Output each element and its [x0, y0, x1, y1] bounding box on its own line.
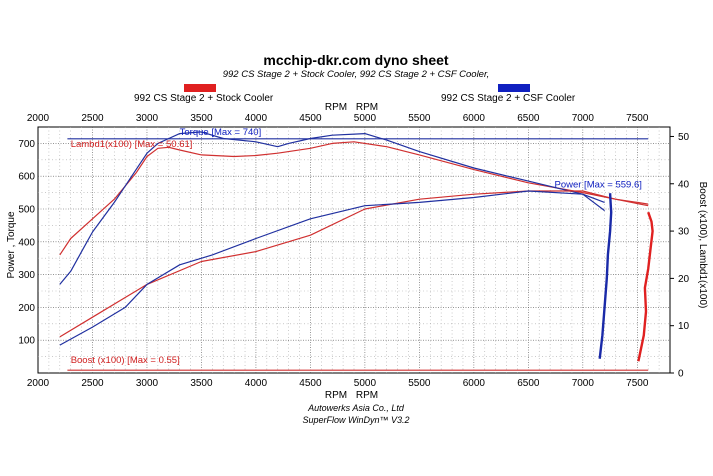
x-tick-label-bottom: 3500 — [190, 378, 213, 389]
x-tick-label-bottom: 2000 — [27, 378, 50, 389]
x-tick-label-top: 5500 — [408, 113, 431, 124]
y-tick-label-left: 200 — [18, 303, 35, 314]
footer-software: SuperFlow WinDyn™ V3.2 — [303, 415, 410, 425]
series-line-4 — [598, 193, 613, 359]
legend-label-red: 992 CS Stage 2 + Stock Cooler — [134, 93, 274, 104]
chart-title: mcchip-dkr.com dyno sheet — [263, 52, 448, 68]
legend-swatch-blue — [498, 84, 530, 92]
x-tick-label-top: 3000 — [136, 113, 159, 124]
y-tick-label-left: 400 — [18, 237, 35, 248]
y-tick-label-right: 20 — [678, 274, 690, 285]
x-axis-title-bottom-2: RPM — [356, 390, 378, 401]
x-tick-label-top: 2000 — [27, 113, 50, 124]
x-tick-label-bottom: 7000 — [572, 378, 595, 389]
x-tick-label-bottom: 4000 — [245, 378, 268, 389]
x-axis-title-top-2: RPM — [356, 102, 378, 113]
series-line-1 — [59, 131, 605, 285]
y-tick-label-right: 40 — [678, 179, 690, 190]
series-line-0 — [59, 141, 649, 256]
plot-area: 100 200 300 400 500 600 700 0 10 20 30 40 50 Torque [… — [18, 126, 690, 380]
y-tick-label-right: 10 — [678, 321, 690, 332]
y-tick-label-left: 600 — [18, 172, 35, 183]
x-axis-title-top-1: RPM — [325, 102, 347, 113]
x-tick-label-top: 7000 — [572, 113, 595, 124]
y-tick-label-right: 30 — [678, 227, 690, 238]
legend-swatch-red — [184, 84, 216, 92]
x-tick-label-bottom: 2500 — [81, 378, 104, 389]
x-tick-label-bottom: 6000 — [463, 378, 486, 389]
legend-label-blue: 992 CS Stage 2 + CSF Cooler — [441, 93, 576, 104]
x-tick-label-top: 7500 — [626, 113, 649, 124]
y-axis-label-right: Boost (x100), Lambd1(x100) — [697, 182, 708, 309]
footer-company: Autowerks Asia Co., Ltd — [307, 403, 405, 413]
chart-subtitle: 992 CS Stage 2 + Stock Cooler, 992 CS St… — [223, 69, 490, 80]
x-tick-label-bottom: 7500 — [626, 378, 649, 389]
x-tick-label-top: 2500 — [81, 113, 104, 124]
torque-max-label: Torque [Max = 740] — [180, 127, 262, 138]
x-axis-title-bottom-1: RPM — [325, 390, 347, 401]
x-tick-label-top: 4000 — [245, 113, 268, 124]
x-tick-label-bottom: 5500 — [408, 378, 431, 389]
x-tick-label-top: 3500 — [190, 113, 213, 124]
x-tick-label-top: 4500 — [299, 113, 322, 124]
y-tick-label-right: 0 — [678, 369, 684, 380]
x-tick-label-bottom: 5000 — [354, 378, 377, 389]
power-max-label: Power [Max = 559.6] — [554, 180, 641, 191]
lambda-max-label: Lambd1(x100) [Max = 50.61] — [71, 139, 193, 150]
series-line-3 — [59, 190, 605, 346]
y-tick-label-left: 700 — [18, 139, 35, 150]
y-tick-label-left: 100 — [18, 336, 35, 347]
x-tick-label-bottom: 6500 — [517, 378, 540, 389]
x-axis-label-bottom: 2000 2500 3000 3500 4000 4500 5000 5500 6000 6500… — [27, 378, 649, 401]
x-tick-label-top: 6500 — [517, 113, 540, 124]
x-tick-label-top: 5000 — [354, 113, 377, 124]
boost-max-label: Boost (x100) [Max = 0.55] — [71, 355, 180, 366]
x-tick-label-top: 6000 — [463, 113, 486, 124]
x-tick-label-bottom: 4500 — [299, 378, 322, 389]
y-axis-label-left: Power , Torque — [6, 211, 17, 279]
x-tick-label-bottom: 3000 — [136, 378, 159, 389]
y-tick-label-left: 500 — [18, 205, 35, 216]
x-axis-label-top: 2000 2500 3000 3500 4000 4500 5000 5500 6000 6500… — [27, 102, 649, 124]
series-line-5 — [637, 211, 654, 362]
y-tick-label-left: 300 — [18, 270, 35, 281]
y-tick-label-right: 50 — [678, 132, 690, 143]
